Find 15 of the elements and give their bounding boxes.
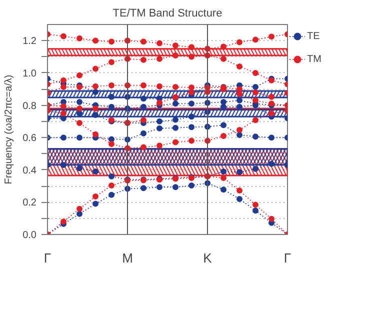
y-axis-title: Frequency (ωa/2πc=a/λ) — [4, 74, 15, 184]
y-tick-label: 0.2 — [22, 198, 37, 209]
chart-title: TE/TM Band Structure — [112, 8, 222, 20]
x-tick-label: K — [203, 250, 212, 266]
y-tick-label: 1.0 — [22, 68, 37, 80]
x-tick-label: Γ — [44, 250, 52, 266]
legend-label: TE — [307, 30, 321, 42]
x-tick-label: Γ — [284, 250, 292, 266]
x-tick-label: M — [122, 250, 133, 266]
y-tick-label: 1.2 — [22, 36, 37, 48]
y-tick-label: 0.6 — [22, 133, 37, 144]
y-tick-label: 0.8 — [22, 100, 37, 112]
legend-label: TM — [307, 54, 322, 64]
y-tick-label: 0.4 — [22, 165, 37, 176]
y-tick-label: 0.0 — [22, 230, 37, 241]
